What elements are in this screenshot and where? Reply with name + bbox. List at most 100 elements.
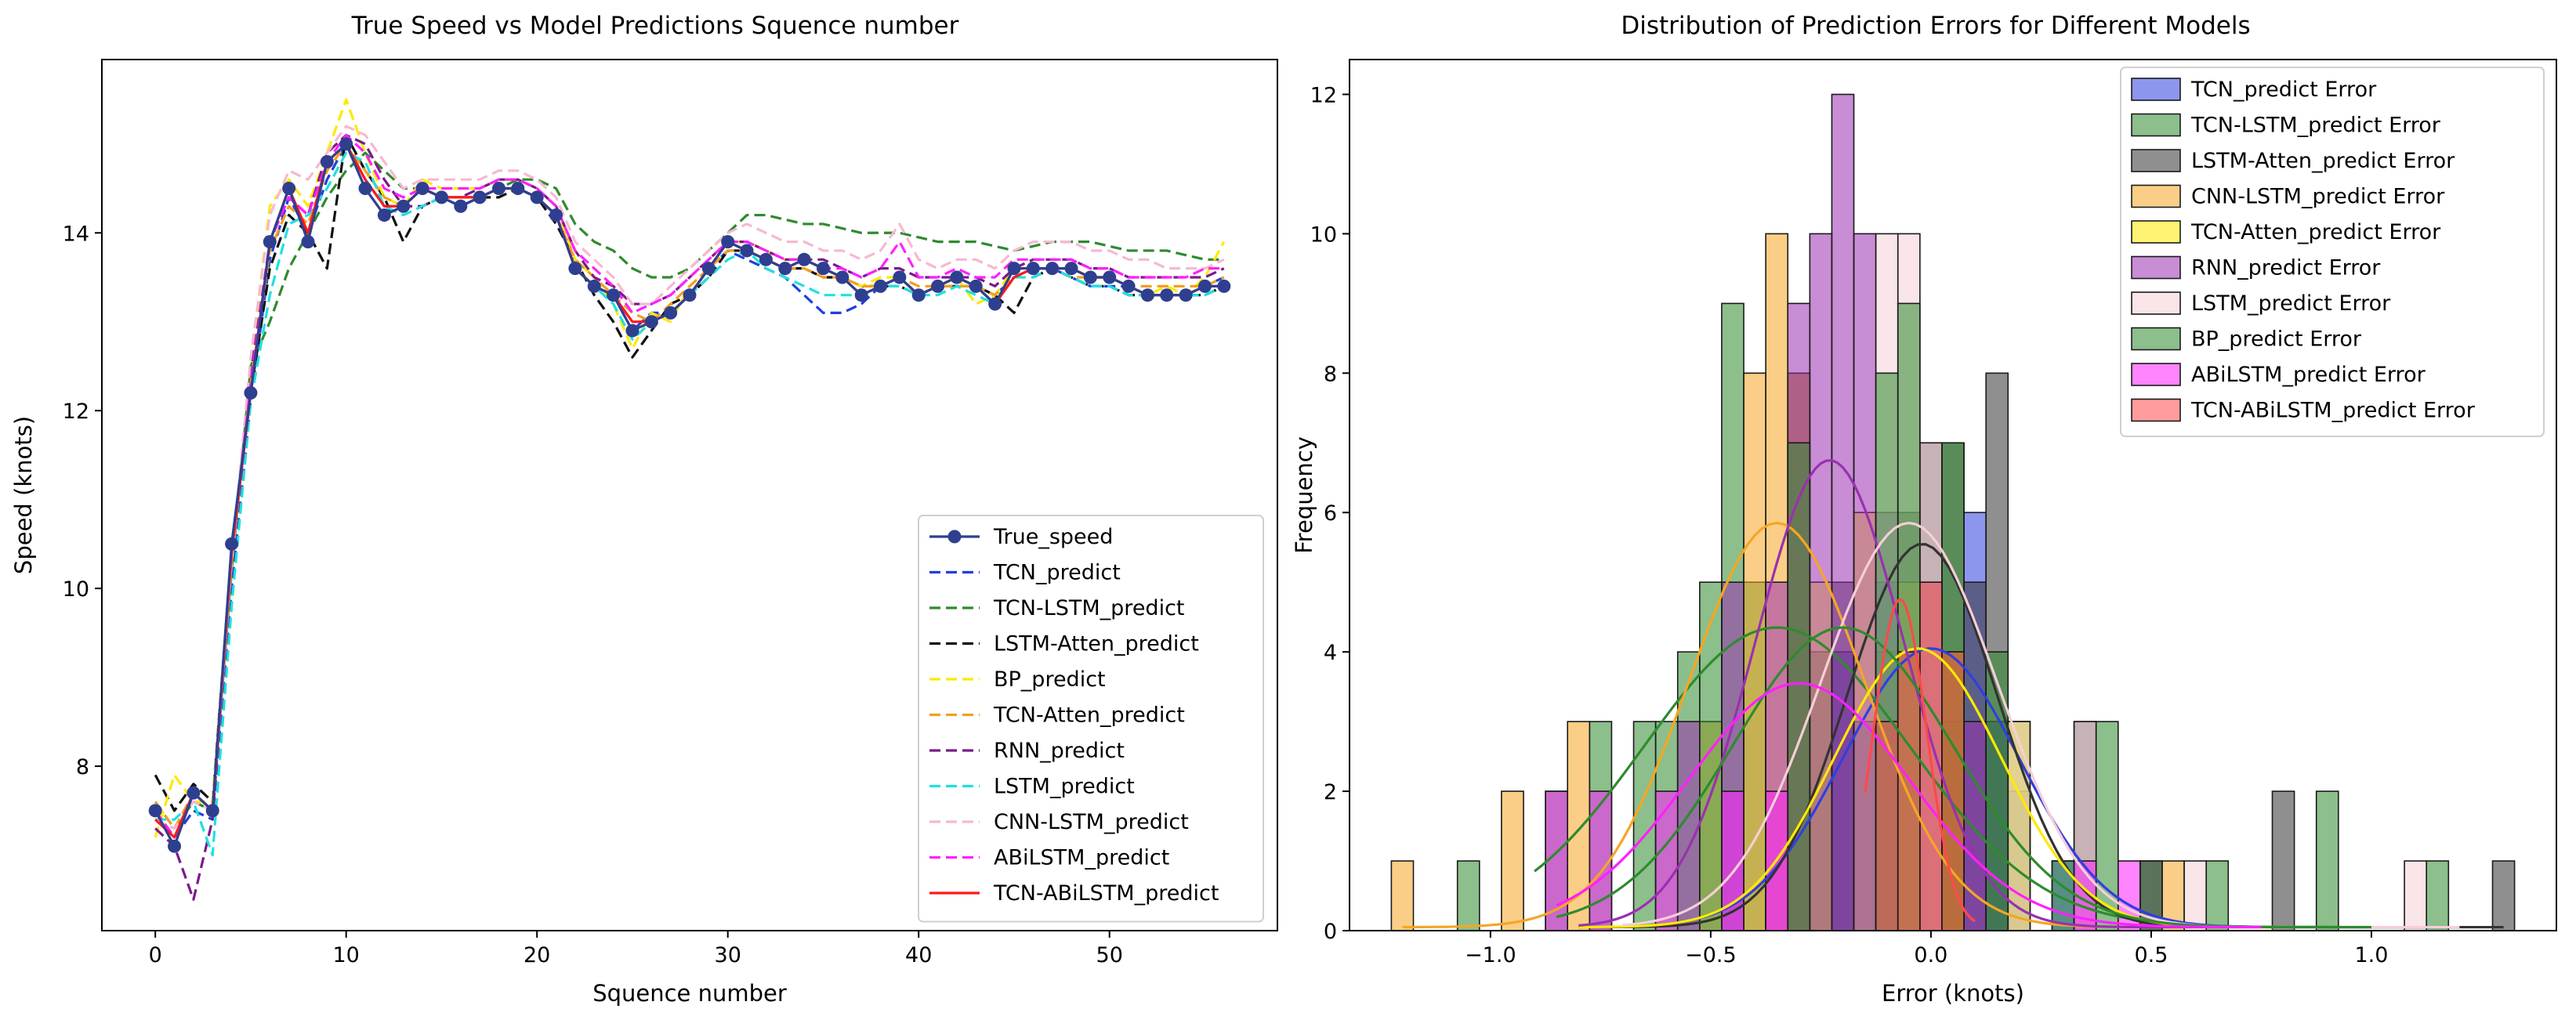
true-speed-point — [1026, 262, 1040, 276]
true-speed-point — [473, 190, 487, 204]
y-tick-label: 10 — [1310, 222, 1337, 247]
x-tick-label: 30 — [715, 943, 741, 967]
line-tcn-lstm-predict — [154, 151, 1224, 830]
true-speed-point — [301, 235, 315, 249]
legend-label: TCN_predict Error — [2190, 78, 2377, 102]
error-chart-x-label: Error (knots) — [1882, 980, 2024, 1007]
bar-bp-predict-error — [1699, 581, 1723, 931]
x-tick-label: 50 — [1096, 943, 1123, 967]
y-tick-label: 4 — [1324, 641, 1337, 665]
true-speed-point — [835, 270, 850, 284]
speed-chart-y-label: Speed (knots) — [10, 416, 37, 574]
x-tick-label: 0 — [149, 943, 162, 967]
legend-label: TCN_predict — [993, 561, 1121, 585]
legend-label: LSTM_predict — [994, 775, 1135, 799]
bar-tcn-lstm-predict-error — [2205, 860, 2230, 931]
true-speed-point — [931, 279, 945, 293]
x-tick-label: 20 — [524, 943, 550, 967]
true-speed-point — [225, 537, 239, 551]
legend-label: RNN_predict — [994, 739, 1125, 763]
x-tick-label: 40 — [905, 943, 932, 967]
error-chart-title: Distribution of Prediction Errors for Di… — [1621, 12, 2250, 40]
legend-swatch — [2131, 327, 2181, 351]
legend-label: BP_predict Error — [2191, 327, 2362, 352]
true-speed-point — [816, 262, 830, 276]
true-speed-point — [377, 208, 391, 222]
true-speed-point — [358, 182, 372, 196]
true-speed-point — [1103, 270, 1117, 284]
true-speed-point — [797, 252, 811, 266]
true-speed-point — [1121, 279, 1136, 293]
true-speed-point — [683, 288, 697, 302]
legend-label: TCN-Atten_predict Error — [2190, 220, 2441, 244]
bar-cnn-lstm-predict-error — [1501, 790, 1524, 931]
true-speed-point — [282, 182, 296, 196]
bar-tcn-lstm-predict-error — [2315, 790, 2339, 931]
bar-tcn-abilstm-predict-error — [1941, 651, 1965, 931]
legend-marker — [947, 530, 962, 544]
true-speed-point — [1045, 262, 1060, 276]
x-tick-label: −0.5 — [1685, 943, 1737, 967]
legend-label: ABiLSTM_predict Error — [2191, 363, 2426, 387]
true-speed-point — [549, 208, 563, 222]
y-tick-label: 10 — [63, 577, 89, 602]
true-speed-point — [168, 839, 182, 853]
speed-chart-plot — [148, 98, 1231, 901]
true-speed-point — [339, 137, 353, 151]
speed-chart-frame — [101, 59, 1278, 931]
error-chart-x-ticks: −1.0 −0.5 0.0 0.5 1.0 — [1465, 931, 2388, 967]
true-speed-point — [778, 262, 792, 276]
line-cnn-lstm-predict — [154, 125, 1225, 830]
true-speed-point — [454, 199, 468, 213]
legend-swatch — [2131, 255, 2181, 280]
x-tick-label: 10 — [333, 943, 360, 967]
legend-swatch — [2131, 220, 2181, 244]
bar-tcn-abilstm-predict-error — [1897, 651, 1921, 931]
kde-abilstm-predict-error — [1556, 682, 2262, 929]
y-tick-label: 12 — [1310, 83, 1337, 107]
bar-lstm-predict-error — [2404, 860, 2427, 931]
legend-box — [918, 515, 1264, 923]
y-tick-label: 8 — [76, 755, 89, 779]
bar-rnn-predict-error — [1963, 721, 1987, 931]
true-speed-point — [1007, 262, 1021, 276]
y-tick-label: 6 — [1324, 501, 1337, 526]
true-speed-point — [187, 786, 201, 800]
bar-tcn-lstm-predict-error — [1456, 860, 1480, 931]
x-tick-label: 0.0 — [1914, 943, 1947, 967]
legend-label: CNN-LSTM_predict — [994, 810, 1189, 834]
legend-label: BP_predict — [994, 667, 1106, 692]
true-speed-point — [721, 235, 735, 249]
speed-chart-title: True Speed vs Model Predictions Squence … — [351, 12, 959, 40]
legend-label: TCN-Atten_predict — [993, 703, 1185, 728]
true-speed-point — [1197, 279, 1212, 293]
y-tick-label: 14 — [63, 222, 89, 246]
true-speed-point — [969, 279, 983, 293]
y-tick-label: 2 — [1324, 780, 1337, 805]
x-tick-label: 0.5 — [2134, 943, 2168, 967]
legend-swatch — [2131, 363, 2181, 386]
true-speed-point — [263, 235, 277, 249]
true-speed-point — [1179, 288, 1193, 302]
true-speed-point — [893, 270, 907, 284]
true-speed-point — [397, 199, 411, 213]
true-speed-point — [530, 190, 544, 204]
true-speed-point — [587, 279, 601, 293]
true-speed-point — [911, 288, 926, 302]
legend-label: True_speed — [993, 525, 1113, 549]
error-chart-legend: TCN_predict Error TCN-LSTM_predict Error L… — [2120, 67, 2545, 437]
bar-cnn-lstm-predict-error — [1390, 860, 1415, 931]
true-speed-point — [511, 182, 525, 196]
x-tick-label: 1.0 — [2354, 943, 2388, 967]
bar-tcn-abilstm-predict-error — [1875, 721, 1899, 931]
true-speed-point — [415, 182, 429, 196]
speed-chart-x-ticks: 0 10 20 30 40 50 — [149, 931, 1123, 967]
true-speed-point — [950, 270, 964, 284]
bar-rnn-predict-error — [1809, 233, 1833, 931]
bar-abilstm-predict-error — [1654, 790, 1679, 931]
y-tick-label: 12 — [63, 400, 89, 424]
legend-label: ABiLSTM_predict — [994, 846, 1169, 870]
true-speed-point — [740, 244, 754, 258]
legend-label: TCN-LSTM_predict — [993, 596, 1185, 620]
